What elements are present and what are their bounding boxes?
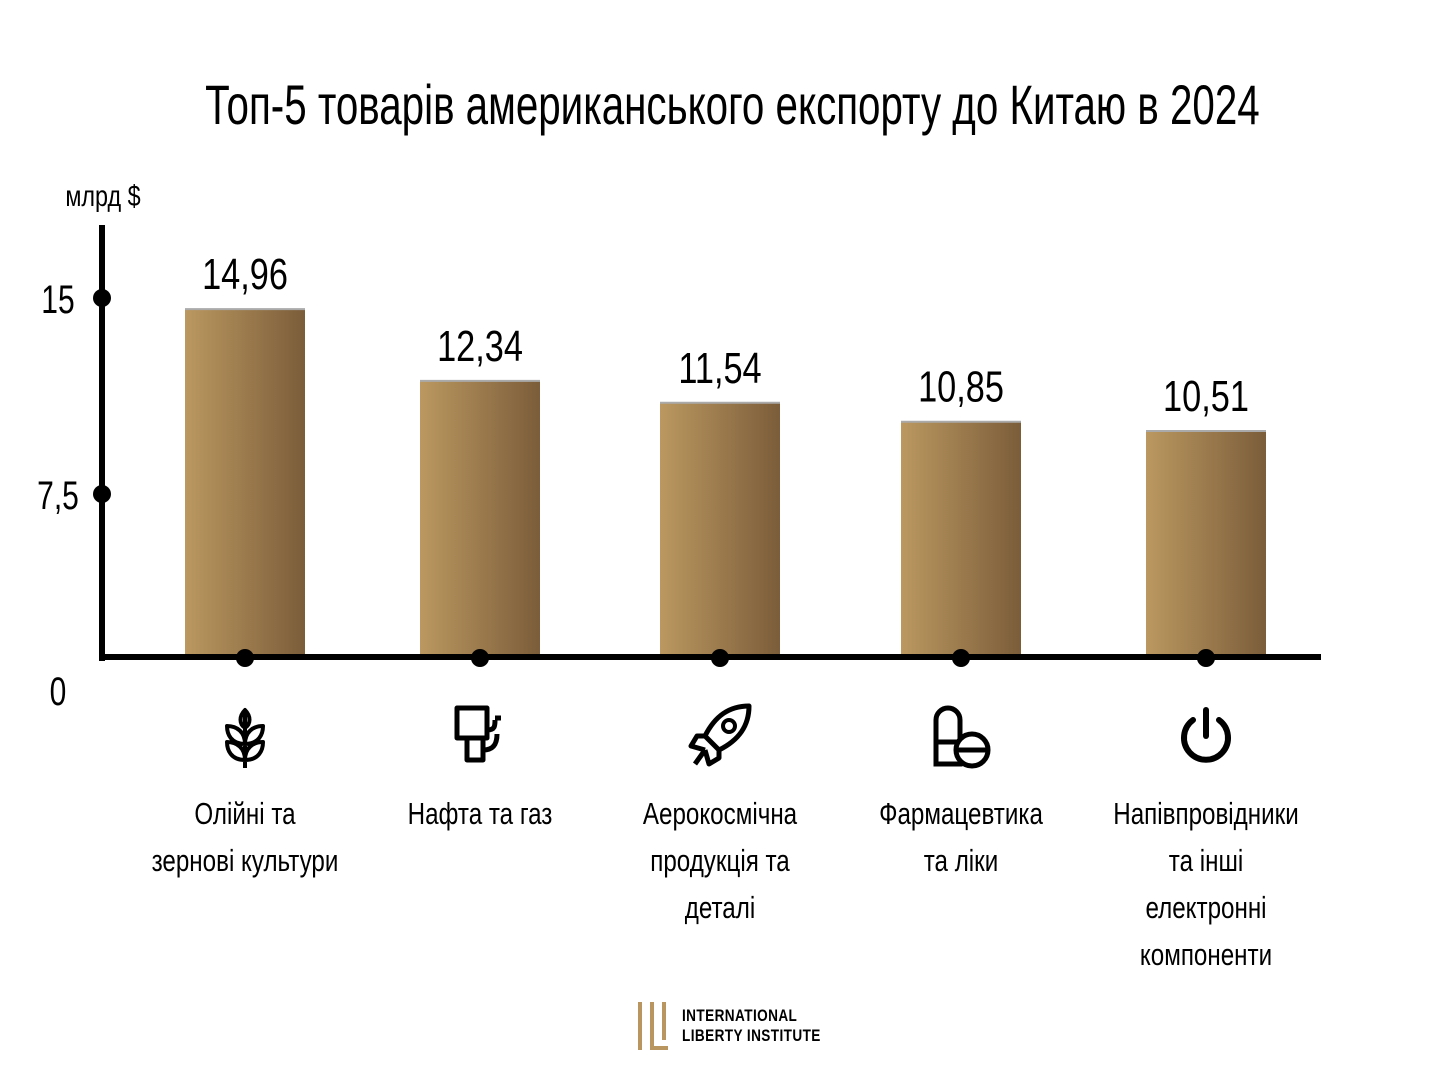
y-tick-dot bbox=[93, 289, 111, 307]
category-label-line: деталі bbox=[684, 890, 756, 925]
fuel-pump-icon bbox=[445, 700, 515, 770]
category-label: Напівпровідники та інші електронні компонен… bbox=[1056, 790, 1356, 978]
category-label: Аерокосмічна продукція та деталі bbox=[570, 790, 870, 931]
category-label: Олійні та зернові культури bbox=[95, 790, 395, 884]
power-icon bbox=[1171, 700, 1241, 770]
category-label: Фармацевтика та ліки bbox=[811, 790, 1111, 884]
logo-mark bbox=[638, 1002, 668, 1050]
category-label-line: продукція та bbox=[650, 843, 790, 878]
wheat-icon bbox=[210, 700, 280, 770]
chart-title: Топ-5 товарів американського експорту до… bbox=[205, 73, 1260, 136]
bar bbox=[420, 380, 540, 657]
rocket-icon bbox=[685, 700, 755, 770]
category-label-line: зернові культури bbox=[151, 843, 339, 878]
category-label: Нафта та газ bbox=[330, 790, 630, 837]
category-label-line: Аерокосмічна bbox=[642, 796, 798, 831]
category-label-line: Нафта та газ bbox=[407, 796, 553, 831]
y-axis-label: млрд $ bbox=[65, 179, 140, 212]
category-label-line: Олійні та bbox=[194, 796, 296, 831]
data-label: 14,96 bbox=[202, 250, 288, 299]
x-tick-dot bbox=[236, 649, 254, 667]
logo-text: International Liberty Institute bbox=[682, 1006, 821, 1045]
data-label: 12,34 bbox=[437, 322, 523, 371]
x-tick-dot bbox=[1197, 649, 1215, 667]
category-label-line: компоненти bbox=[1139, 937, 1273, 972]
data-label: 10,51 bbox=[1163, 372, 1249, 421]
pills-icon bbox=[926, 700, 996, 770]
data-label: 11,54 bbox=[678, 344, 761, 393]
x-tick-dot bbox=[952, 649, 970, 667]
x-tick-dot bbox=[471, 649, 489, 667]
bar bbox=[1146, 431, 1266, 657]
category-label-line: електронні bbox=[1145, 890, 1267, 925]
category-label-line: Фармацевтика bbox=[879, 796, 1043, 831]
bar bbox=[901, 421, 1021, 657]
y-tick-label: 0 bbox=[50, 670, 67, 714]
y-tick-dot bbox=[93, 485, 111, 503]
x-tick-dot bbox=[711, 649, 729, 667]
bar bbox=[185, 309, 305, 657]
category-label-line: та інші bbox=[1168, 843, 1244, 878]
bar bbox=[660, 402, 780, 657]
category-label-line: та ліки bbox=[923, 843, 999, 878]
y-tick-label: 7,5 bbox=[37, 474, 79, 518]
category-label-line: Напівпровідники bbox=[1113, 796, 1299, 831]
data-label: 10,85 bbox=[918, 363, 1004, 412]
y-tick-label: 15 bbox=[41, 278, 74, 322]
